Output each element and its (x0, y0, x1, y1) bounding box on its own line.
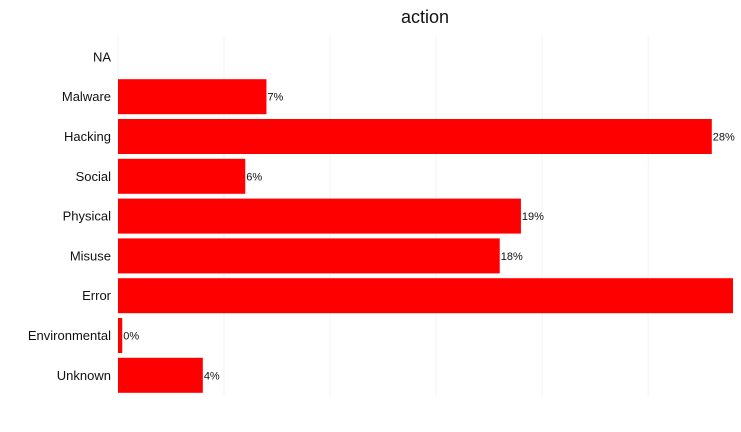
bar-environmental (118, 318, 123, 353)
data-label-hacking: 28% (713, 132, 735, 144)
data-label-unknown: 4% (204, 370, 220, 382)
data-label-physical: 19% (522, 211, 544, 223)
bar-unknown (118, 357, 203, 393)
category-label-hacking: Hacking (64, 129, 111, 144)
bars (118, 79, 733, 393)
category-label-environmental: Environmental (28, 328, 111, 343)
category-label-error: Error (82, 288, 112, 303)
category-label-misuse: Misuse (70, 248, 111, 263)
category-label-malware: Malware (62, 89, 111, 104)
bar-malware (118, 79, 267, 115)
category-labels: NA Malware 7% Hacking 28% Social 6% Physical 19%… (28, 49, 735, 382)
bar-misuse (118, 238, 500, 274)
bar-social (118, 158, 246, 194)
category-label-social: Social (76, 169, 112, 184)
category-label-na: NA (93, 49, 111, 64)
data-label-misuse: 18% (501, 251, 523, 263)
category-label-physical: Physical (63, 209, 112, 224)
data-label-social: 6% (246, 171, 262, 183)
category-label-unknown: Unknown (57, 368, 111, 383)
bar-hacking (118, 119, 712, 154)
bar-error (118, 278, 733, 314)
data-label-malware: 7% (267, 92, 283, 104)
data-label-environmental: 0% (123, 331, 139, 343)
chart-title: action (401, 7, 449, 27)
bar-physical (118, 198, 521, 234)
